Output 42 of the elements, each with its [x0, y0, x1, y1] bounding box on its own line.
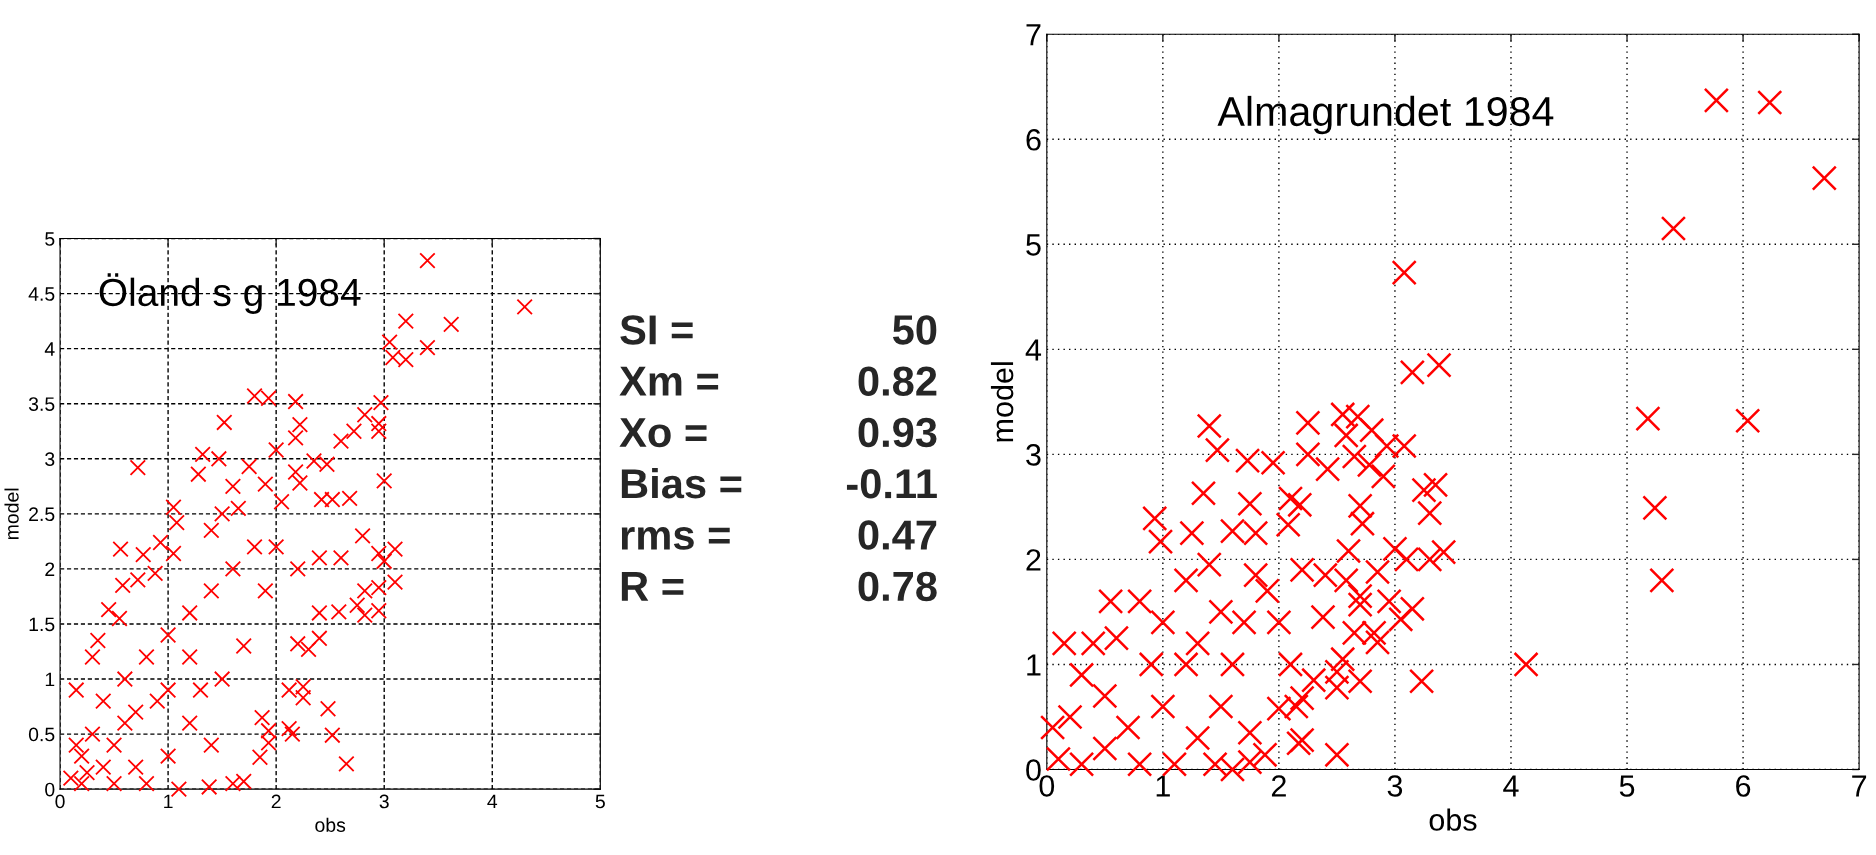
text: Almagrundet 1984	[1217, 95, 1554, 135]
y-tick-label: 4	[1025, 339, 1042, 361]
x-tick-label: 7	[1852, 775, 1867, 797]
y-tick-label: 1	[45, 672, 55, 687]
y-tick-label: 2	[1026, 549, 1041, 571]
x-tick-label: 2	[1271, 775, 1286, 797]
y-axis-title: model	[4, 488, 19, 540]
x-tick-label: 5	[1619, 775, 1635, 797]
y-tick-label: 2	[45, 562, 55, 576]
y-axis-title: model	[990, 362, 1014, 442]
y-tick-label: 2.5	[29, 507, 55, 522]
text: Xo = 0.93	[619, 417, 937, 448]
y-tick-label: 4.5	[28, 287, 55, 301]
x-tick-label: 4	[487, 794, 498, 809]
x-tick-label: 1	[1156, 775, 1170, 797]
x-tick-label: 5	[595, 794, 605, 809]
y-tick-label: 3	[45, 452, 55, 467]
text: R = 0.78	[621, 571, 937, 602]
x-tick-label: 2	[271, 794, 281, 809]
text: Xm = 0.82	[619, 366, 937, 396]
text: Bias = -0.11	[621, 467, 937, 499]
y-tick-label: 0.5	[28, 727, 55, 742]
x-axis-title: obs	[1429, 808, 1477, 831]
y-tick-label: 6	[1026, 128, 1041, 151]
y-tick-label: 5	[45, 232, 55, 246]
y-tick-label: 0	[1026, 759, 1041, 781]
x-tick-label: 6	[1736, 775, 1751, 797]
x-tick-label: 3	[379, 794, 389, 809]
y-tick-label: 1.5	[29, 617, 55, 632]
x-tick-label: 3	[1387, 775, 1403, 797]
text: SI = 50	[620, 315, 937, 345]
y-tick-label: 4	[44, 342, 55, 356]
y-tick-label: 1	[1027, 654, 1041, 676]
y-tick-label: 7	[1026, 24, 1041, 46]
y-tick-label: 5	[1026, 234, 1041, 256]
x-axis-title: obs	[315, 817, 346, 832]
x-tick-label: 1	[164, 794, 173, 809]
x-tick-label: 4	[1503, 775, 1519, 797]
x-tick-label: 0	[55, 794, 65, 809]
y-tick-label: 3	[1026, 444, 1041, 466]
text: rms = 0.47	[621, 520, 937, 550]
y-tick-label: 3.5	[28, 397, 55, 411]
